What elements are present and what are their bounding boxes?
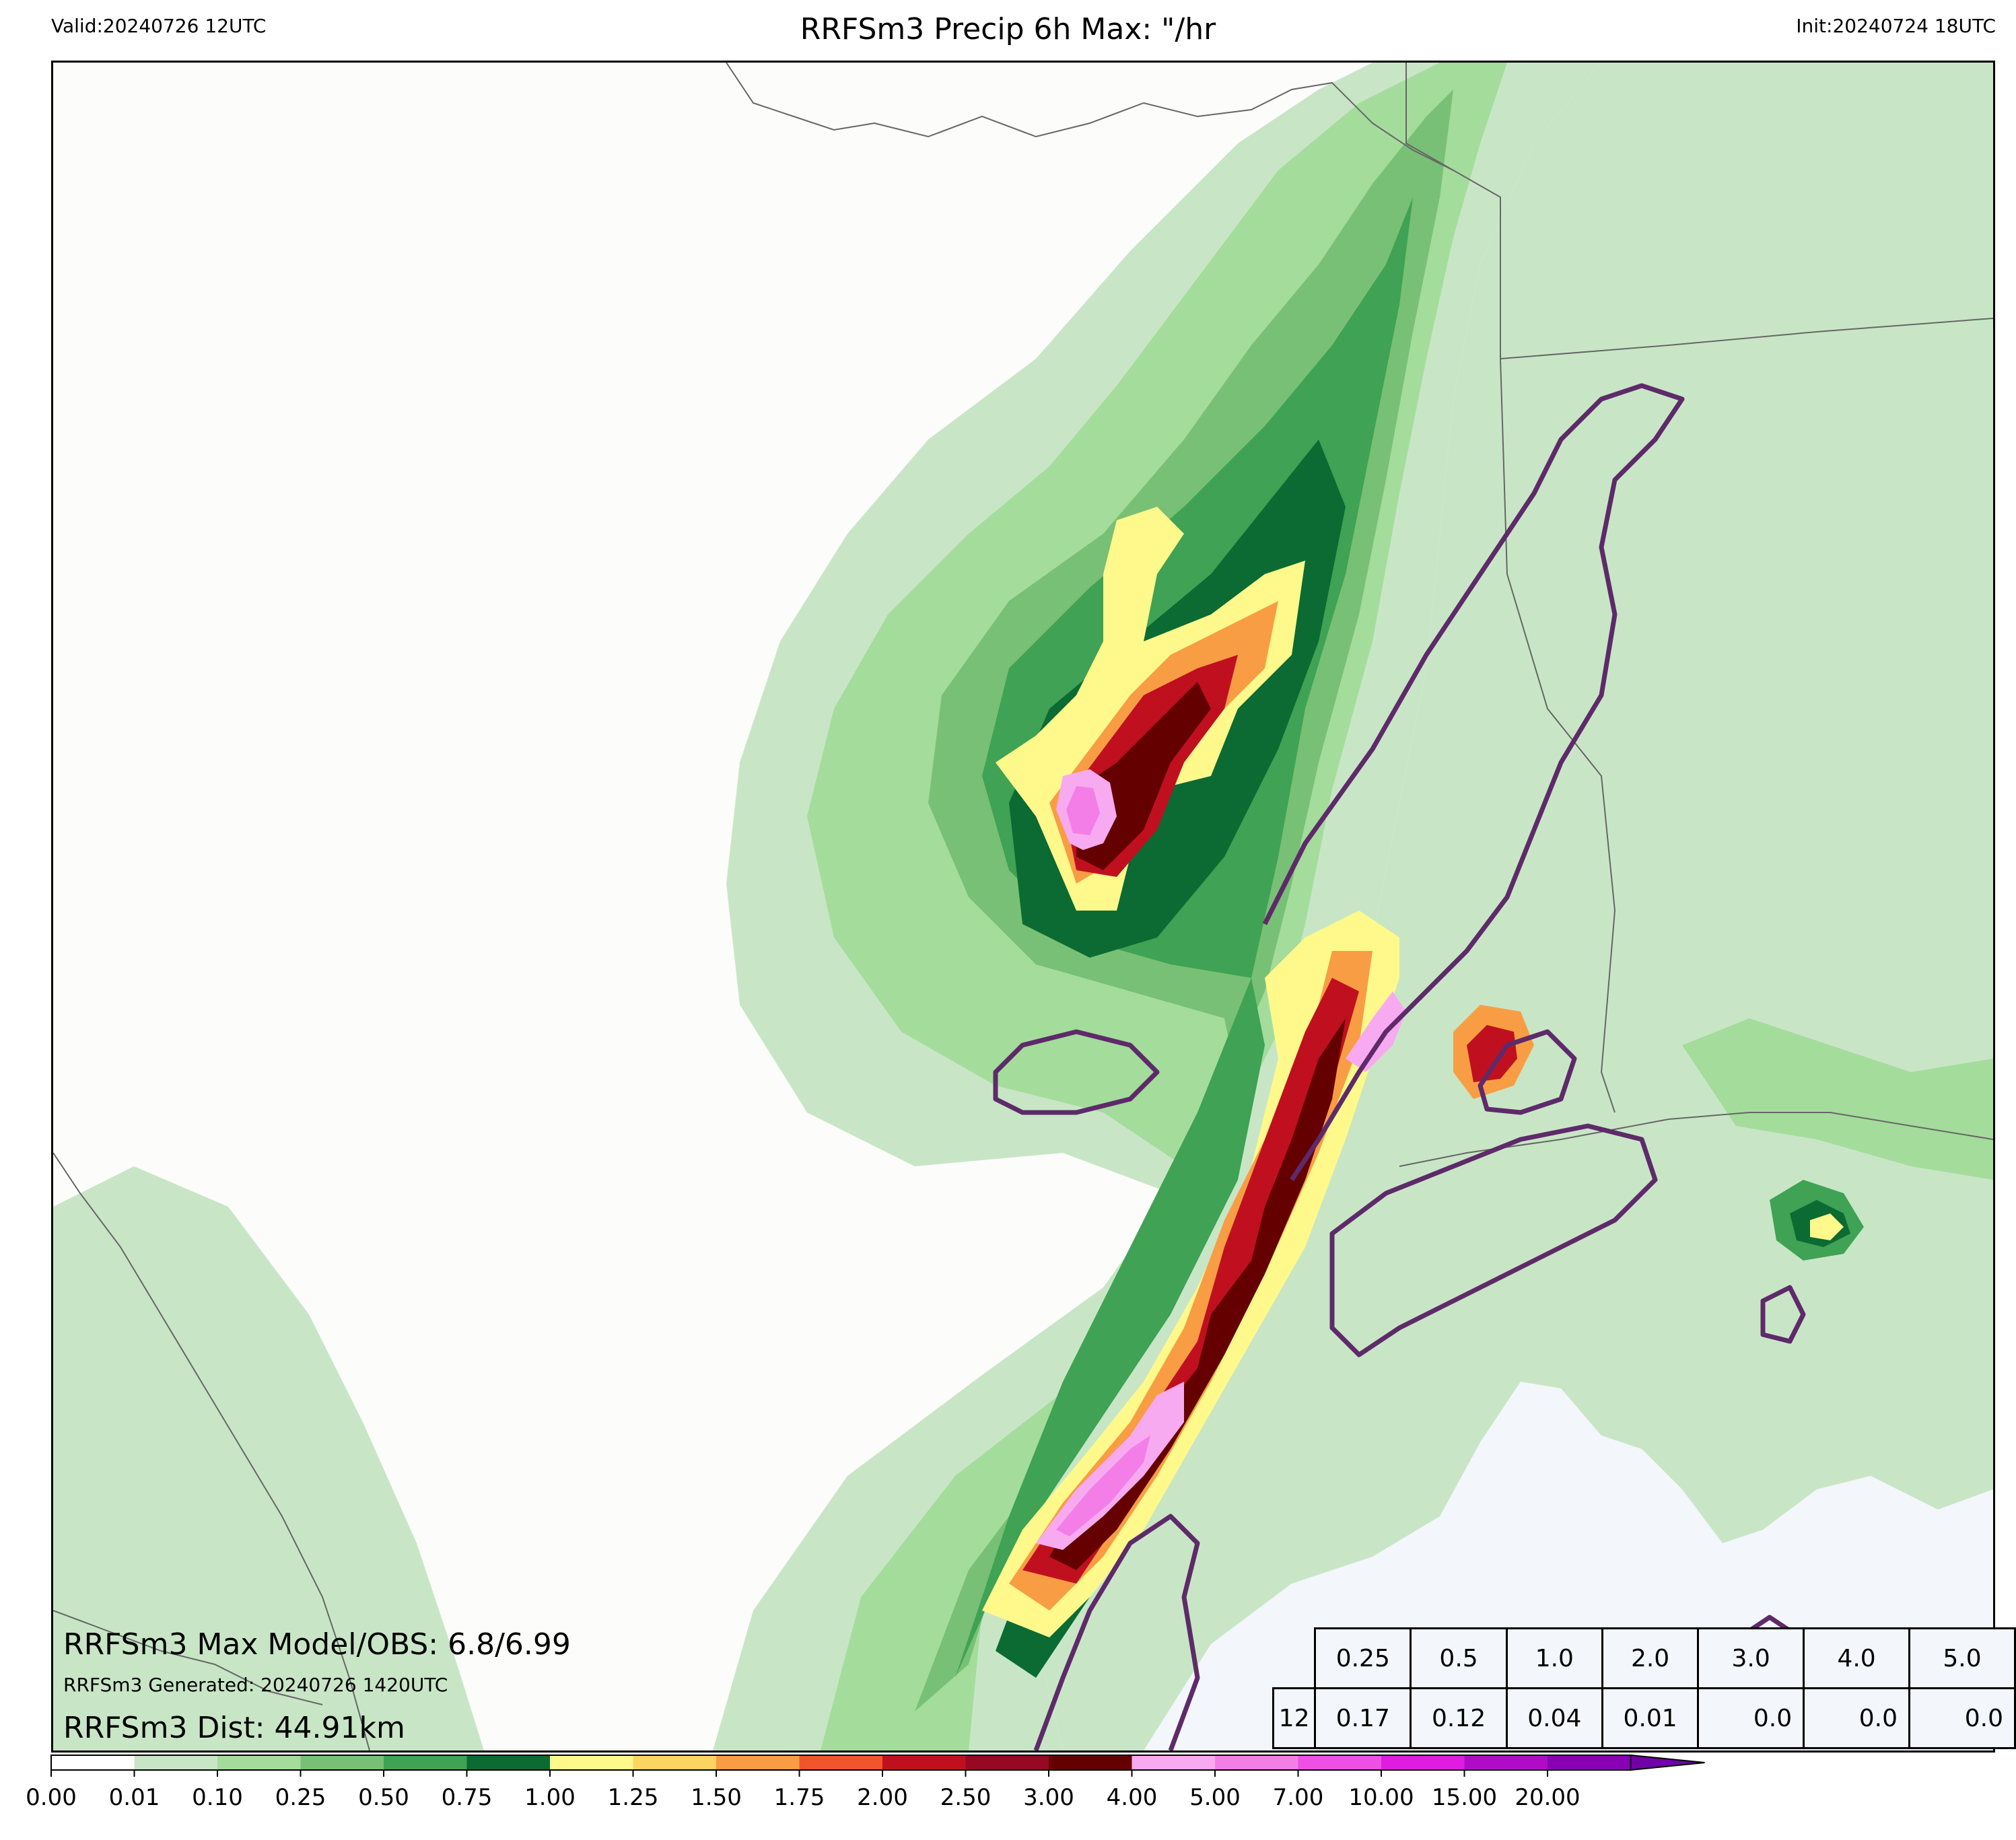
- band-0p10-east-strip: [1682, 1018, 1993, 1180]
- map-panel: [51, 61, 1995, 1753]
- colorbar-swatch: [217, 1755, 301, 1770]
- band-5p00-north: [1066, 786, 1100, 835]
- obs-contour-small: [1760, 1285, 1806, 1344]
- stats-corner-cell: [1274, 1629, 1315, 1689]
- colorbar-tick-label: 0.50: [358, 1784, 409, 1811]
- colorbar-tick-label: 2.50: [940, 1784, 992, 1811]
- stats-table: 0.25 0.5 1.0 2.0 3.0 4.0 5.0 12 0.17 0.1…: [1272, 1627, 2016, 1749]
- colorbar-swatch: [134, 1755, 218, 1770]
- colorbar-tick-label: 1.75: [774, 1784, 825, 1811]
- obs-contour-southeast: [1329, 1123, 1658, 1357]
- band-2p00-east-cell2: [1467, 1025, 1517, 1082]
- colorbar-tick-label: 4.00: [1107, 1784, 1158, 1811]
- generated-label: RRFSm3 Generated: 20240726 1420UTC: [63, 1674, 448, 1696]
- band-2p00-south: [1022, 978, 1359, 1584]
- colorbar-swatch: [716, 1755, 800, 1770]
- colorbar-swatches: [50, 1755, 1632, 1771]
- colorbar-tick-label: 5.00: [1189, 1784, 1241, 1811]
- obs-contour-loop: [1478, 1029, 1577, 1115]
- band-0p01-east: [1029, 63, 1993, 1750]
- state-line-ne-b: [1500, 318, 1993, 359]
- state-line-ne-a: [1405, 63, 1501, 359]
- colorbar-tick-label: 7.00: [1273, 1784, 1324, 1811]
- stats-threshold-cell: 2.0: [1601, 1627, 1700, 1689]
- colorbar-tick-label: 3.00: [1023, 1784, 1074, 1811]
- init-time-label: Init:20240724 18UTC: [1796, 15, 1996, 37]
- obs-contour-lake: [993, 1029, 1160, 1115]
- colorbar-swatch: [633, 1755, 717, 1770]
- colorbar-tick-label: 10.00: [1348, 1784, 1414, 1811]
- colorbar-ticks: 0.00 0.01 0.10 0.25 0.50 0.75 1.00 1.25 1.50 1.75…: [26, 1770, 1580, 1811]
- stats-threshold-cell: 0.25: [1314, 1627, 1412, 1689]
- band-1p00-east-cell: [1810, 1213, 1844, 1240]
- stats-value-cell: 0.0: [1697, 1687, 1805, 1749]
- colorbar-swatch: [882, 1755, 966, 1770]
- colorbar-swatch: [1049, 1755, 1132, 1770]
- map-title: RRFSm3 Precip 6h Max: "/hr: [800, 12, 1216, 46]
- colorbar-swatch: [1464, 1755, 1548, 1770]
- stats-threshold-cell: 3.0: [1697, 1627, 1805, 1689]
- stats-value-cell: 0.0: [1803, 1687, 1911, 1749]
- stats-value-row: 12 0.17 0.12 0.04 0.01 0.0 0.0 0.0: [1272, 1687, 2016, 1749]
- stats-value-cell: 0.01: [1601, 1687, 1700, 1749]
- colorbar-tick-label: 0.10: [192, 1784, 243, 1811]
- colorbar-tick-label: 1.00: [524, 1784, 576, 1811]
- colorbar-tick-label: 20.00: [1515, 1784, 1580, 1811]
- precip-map: [53, 63, 1993, 1750]
- colorbar-swatch: [300, 1755, 384, 1770]
- stats-threshold-cell: 0.5: [1410, 1627, 1508, 1689]
- colorbar-swatch: [1215, 1755, 1298, 1770]
- state-line-ne-c: [1500, 358, 1616, 1113]
- coast-line-east: [1399, 1112, 1993, 1167]
- colorbar-swatch: [384, 1755, 467, 1770]
- colorbar-tick-label: 15.00: [1432, 1784, 1497, 1811]
- colorbar-tick-label: 2.00: [857, 1784, 908, 1811]
- stats-value-cell: 0.04: [1505, 1687, 1603, 1749]
- stats-row-label: 12: [1272, 1687, 1317, 1749]
- precip-shading: [53, 63, 1993, 1750]
- colorbar-swatch: [1381, 1755, 1465, 1770]
- colorbar-swatch: [466, 1755, 551, 1770]
- colorbar-tick-label: 0.00: [26, 1784, 77, 1811]
- stats-value-cell: 0.0: [1908, 1687, 2016, 1749]
- stats-threshold-cell: 1.0: [1505, 1627, 1603, 1689]
- stats-value-cell: 0.12: [1410, 1687, 1508, 1749]
- band-5p00-south: [1056, 1436, 1150, 1536]
- colorbar-swatch: [965, 1755, 1049, 1770]
- stats-threshold-cell: 5.0: [1908, 1627, 2016, 1689]
- stats-value-cell: 0.17: [1314, 1687, 1412, 1749]
- obs-contour-east: [1262, 383, 1685, 1181]
- colorbar-tick-label: 1.50: [691, 1784, 742, 1811]
- colorbar: 0.00 0.01 0.10 0.25 0.50 0.75 1.00 1.25 1.50 1.75…: [26, 1754, 1705, 1811]
- colorbar-tick-label: 1.25: [608, 1784, 659, 1811]
- max-model-obs-label: RRFSm3 Max Model/OBS: 6.8/6.99: [63, 1627, 571, 1662]
- stats-threshold-row: 0.25 0.5 1.0 2.0 3.0 4.0 5.0: [1274, 1627, 2016, 1689]
- colorbar-swatch: [1548, 1755, 1631, 1770]
- valid-time-label: Valid:20240726 12UTC: [51, 15, 267, 37]
- colorbar-swatch: [1132, 1755, 1216, 1770]
- colorbar-tick-label: 0.25: [275, 1784, 326, 1811]
- colorbar-tick-label: 0.01: [109, 1784, 160, 1811]
- dist-label: RRFSm3 Dist: 44.91km: [63, 1711, 405, 1745]
- obs-contour-main: [1033, 1514, 1200, 1750]
- band-0p01-west: [53, 1166, 484, 1750]
- state-line-west: [53, 1152, 370, 1750]
- colorbar-swatch: [799, 1755, 883, 1770]
- colorbar-tick-label: 0.75: [442, 1784, 493, 1811]
- boundaries: [53, 63, 1993, 1750]
- stats-threshold-cell: 4.0: [1803, 1627, 1911, 1689]
- state-line-southwest: [53, 1610, 323, 1705]
- colorbar-swatch: [51, 1755, 135, 1770]
- colorbar-swatch: [1298, 1755, 1382, 1770]
- colorbar-extend-arrow: [1630, 1754, 1705, 1771]
- band-4p00-mid: [1346, 991, 1406, 1072]
- colorbar-swatch: [550, 1755, 633, 1770]
- state-line-north: [726, 63, 1454, 171]
- band-4p00-south: [1036, 1382, 1184, 1550]
